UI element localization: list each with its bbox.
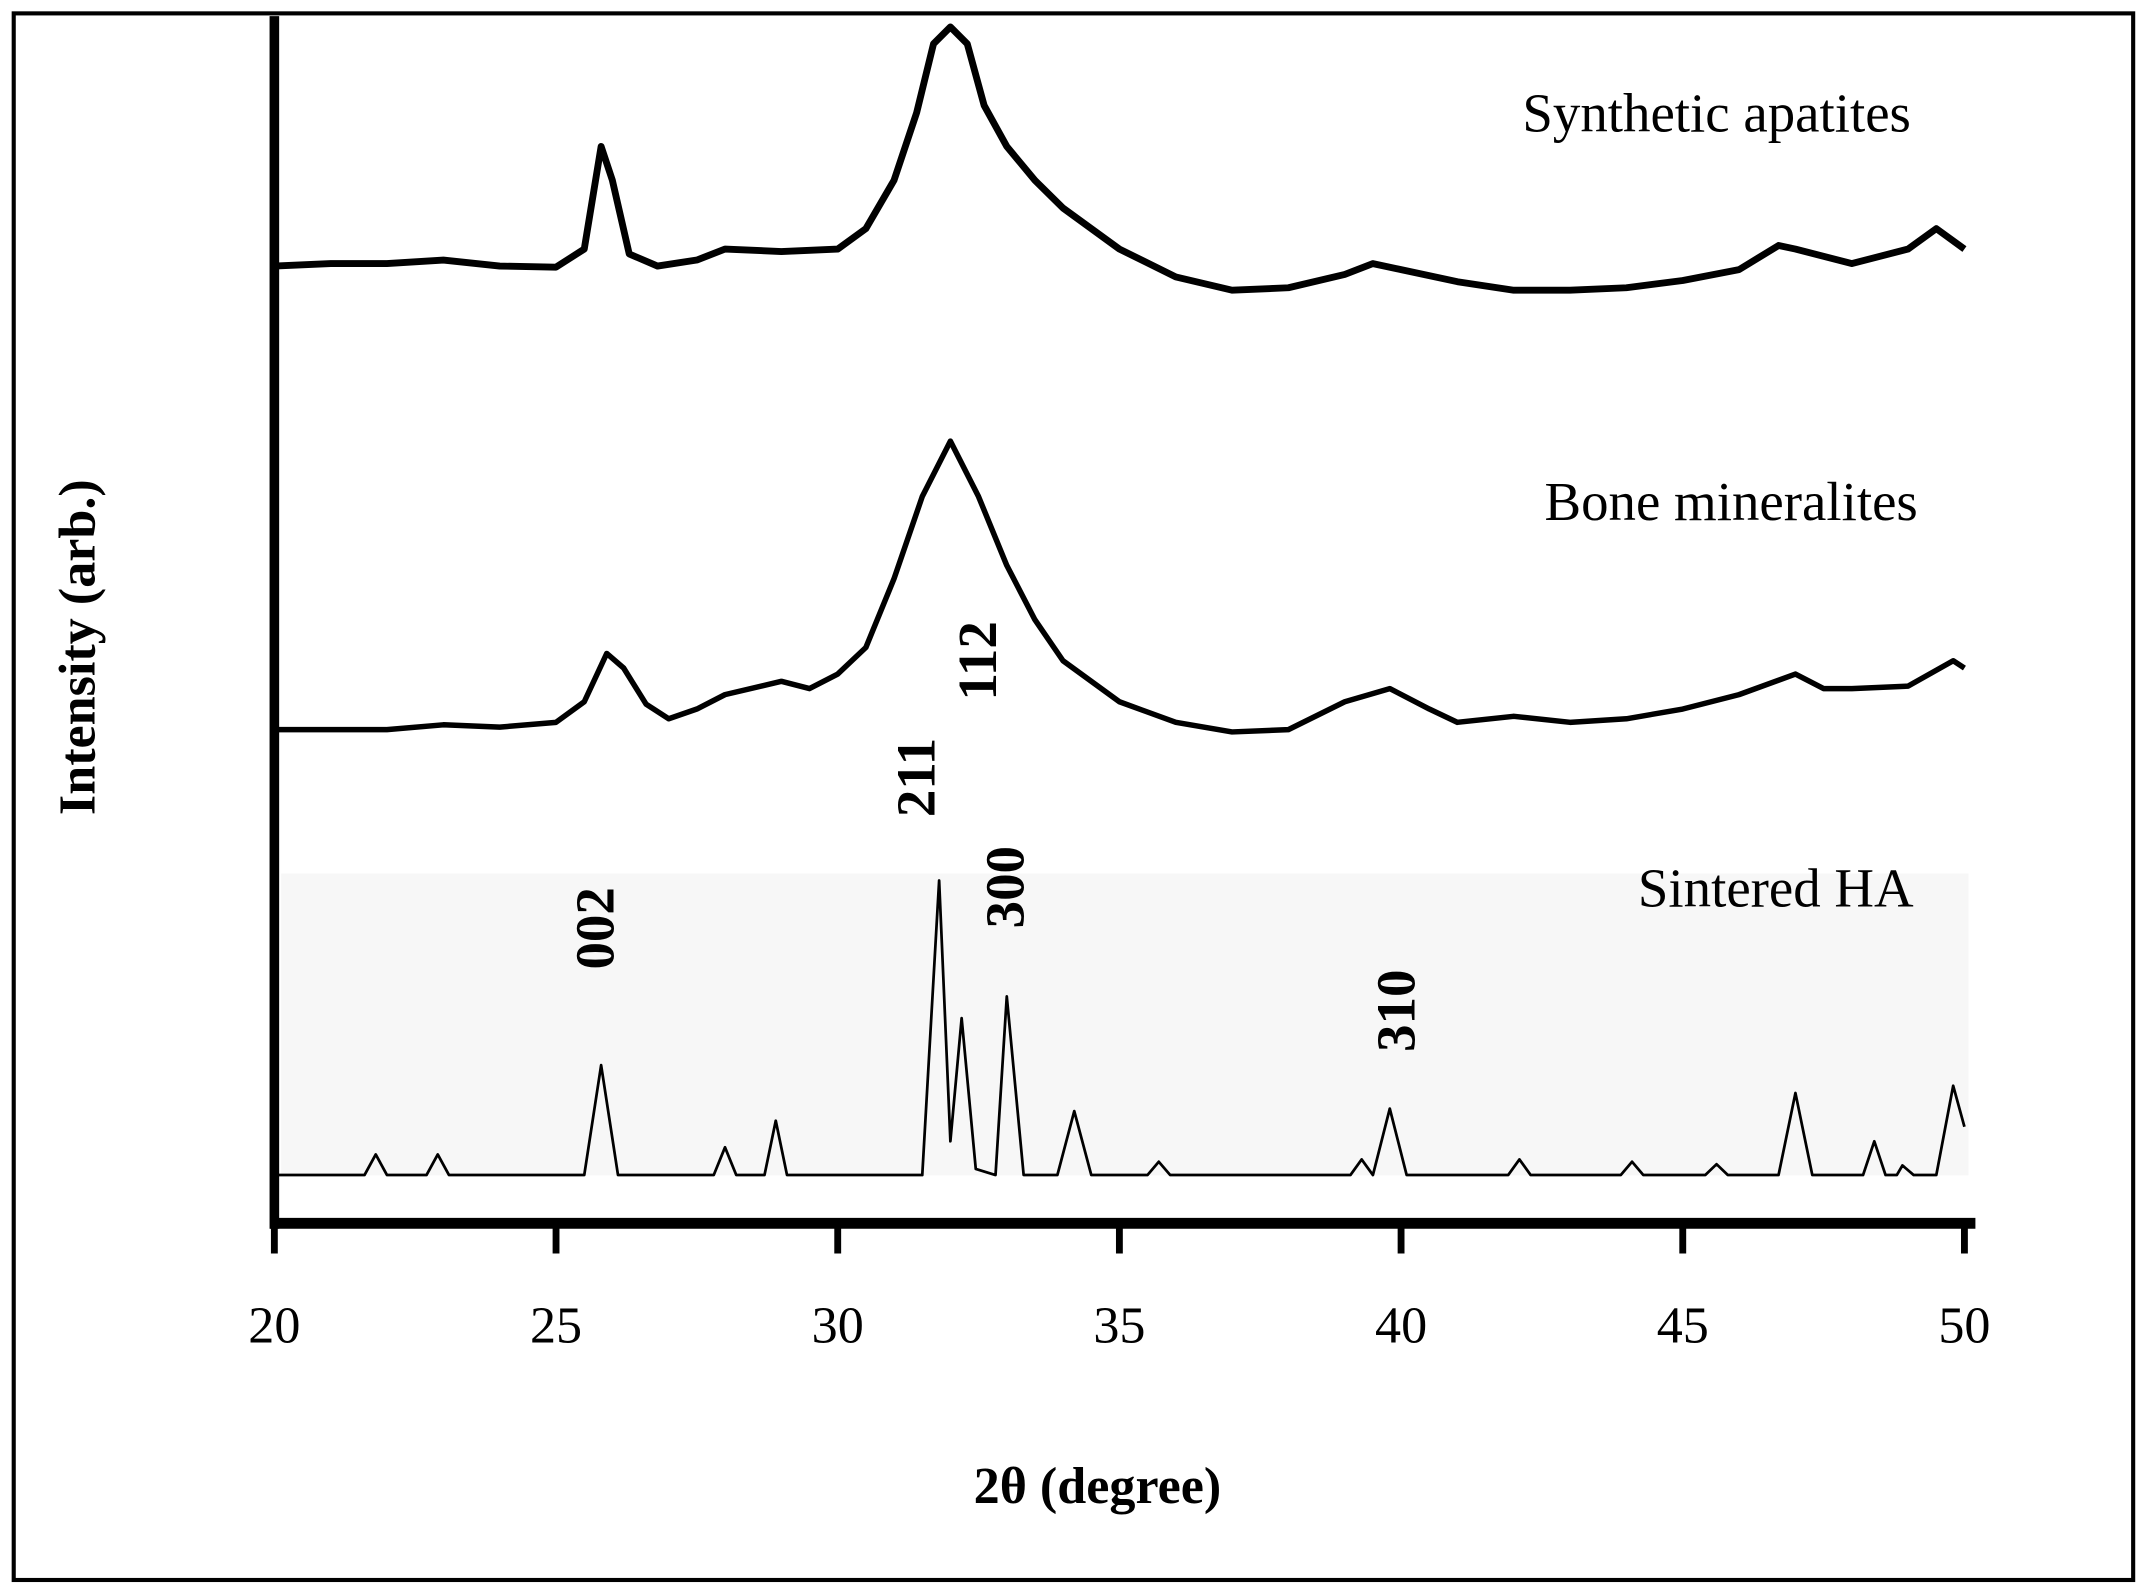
- peak-annotation: 310: [1366, 970, 1427, 1052]
- shade: [281, 873, 1969, 1176]
- x-tick-label: 40: [1375, 1297, 1427, 1354]
- peak-annotation: 300: [975, 846, 1036, 928]
- series-label: Bone mineralites: [1545, 471, 1918, 532]
- series-line: [274, 879, 1966, 1177]
- x-tick-label: 50: [1938, 1297, 1990, 1354]
- x-axis-title: 2θ (degree): [974, 1458, 1222, 1515]
- x-tick-label: 20: [248, 1297, 300, 1354]
- peak-annotation: 112: [947, 621, 1008, 700]
- x-tick-label: 30: [812, 1297, 864, 1354]
- peak-annotation: 002: [564, 887, 625, 969]
- x-tick-label: 45: [1657, 1297, 1709, 1354]
- frame: [11, 11, 2136, 1583]
- series-line: [274, 23, 1967, 294]
- series-label: Synthetic apatites: [1522, 83, 1911, 144]
- x-tick-label: 25: [530, 1297, 582, 1354]
- series-label: Sintered HA: [1638, 858, 1914, 919]
- y-axis-title: Intensity (arb.): [49, 479, 106, 815]
- series-line: [274, 438, 1966, 735]
- x-tick-label: 35: [1093, 1297, 1145, 1354]
- peak-annotation: 211: [885, 738, 946, 817]
